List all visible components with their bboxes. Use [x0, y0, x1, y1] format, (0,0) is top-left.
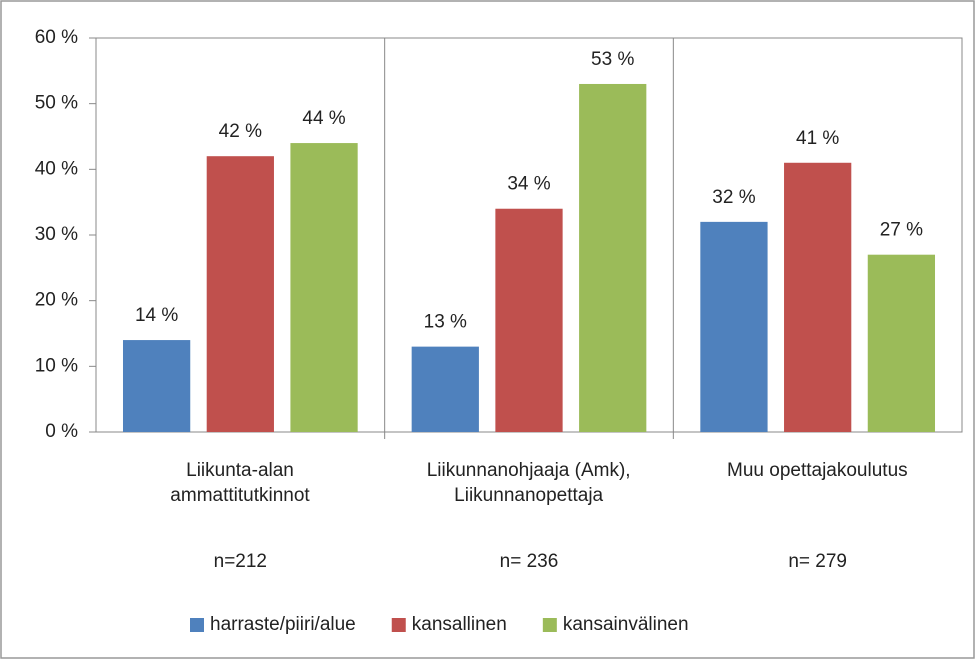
- data-label: 27 %: [880, 220, 923, 241]
- bar: [411, 346, 479, 432]
- y-tick-label: 50 %: [35, 93, 78, 114]
- bar: [206, 156, 274, 432]
- sample-size: n=212: [214, 551, 267, 572]
- x-tick-label: Liikunta-alan ammattitutkinnot: [170, 460, 310, 506]
- data-label: 13 %: [424, 312, 467, 333]
- legend-swatch: [542, 618, 557, 632]
- bar: [700, 221, 768, 432]
- y-tick-label: 20 %: [35, 290, 78, 311]
- data-label: 34 %: [507, 174, 550, 195]
- legend-label: kansallinen: [412, 614, 507, 635]
- sample-size: n= 279: [788, 551, 847, 572]
- sample-size: n= 236: [500, 551, 559, 572]
- y-tick-label: 10 %: [35, 355, 78, 376]
- data-label: 44 %: [302, 108, 345, 129]
- y-tick-label: 30 %: [35, 224, 78, 245]
- bar: [495, 208, 563, 432]
- x-tick-label: Muu opettajakoulutus: [727, 460, 908, 481]
- bar: [784, 162, 852, 432]
- y-tick-label: 0 %: [45, 421, 78, 442]
- legend-label: harraste/piiri/alue: [210, 614, 356, 635]
- x-tick-label: Liikunnanohjaaja (Amk), Liikunnanopettaj…: [426, 460, 631, 506]
- data-label: 14 %: [135, 305, 178, 326]
- data-label: 42 %: [219, 121, 262, 142]
- bar: [122, 340, 191, 432]
- legend-swatch: [391, 618, 406, 632]
- bar: [867, 254, 936, 432]
- bar: [290, 143, 358, 433]
- data-label: 53 %: [591, 49, 634, 70]
- data-label: 32 %: [712, 187, 755, 208]
- y-tick-label: 60 %: [35, 27, 78, 48]
- bar: [579, 83, 647, 432]
- data-label: 41 %: [796, 128, 839, 149]
- legend-swatch: [190, 618, 204, 632]
- y-tick-label: 40 %: [35, 158, 78, 179]
- legend-label: kansainvälinen: [563, 614, 689, 635]
